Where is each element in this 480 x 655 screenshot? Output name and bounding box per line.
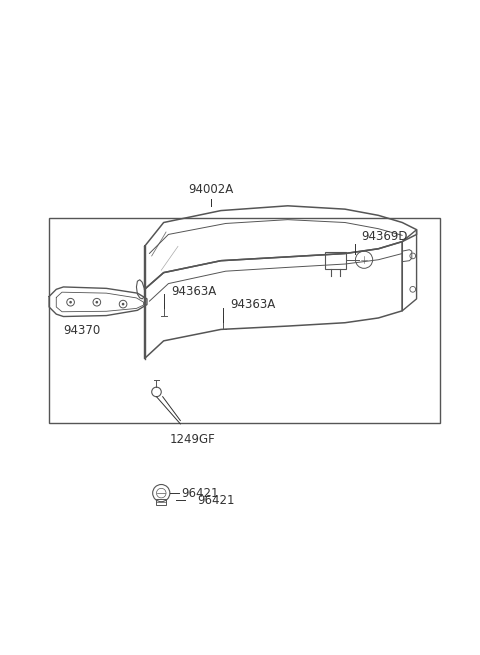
Bar bbox=[156, 499, 166, 505]
Text: 1249GF: 1249GF bbox=[169, 434, 215, 447]
Text: 94363A: 94363A bbox=[171, 285, 216, 298]
Circle shape bbox=[122, 303, 124, 305]
Text: 96421: 96421 bbox=[197, 494, 235, 507]
Text: 94002A: 94002A bbox=[189, 183, 234, 196]
Bar bbox=[49, 217, 441, 423]
Text: 94363A: 94363A bbox=[230, 298, 276, 311]
Circle shape bbox=[69, 301, 72, 303]
Text: 94369D: 94369D bbox=[362, 231, 408, 243]
Bar bbox=[325, 252, 346, 269]
Circle shape bbox=[96, 301, 98, 303]
Text: 94370: 94370 bbox=[63, 324, 101, 337]
Text: 96421: 96421 bbox=[181, 487, 219, 500]
